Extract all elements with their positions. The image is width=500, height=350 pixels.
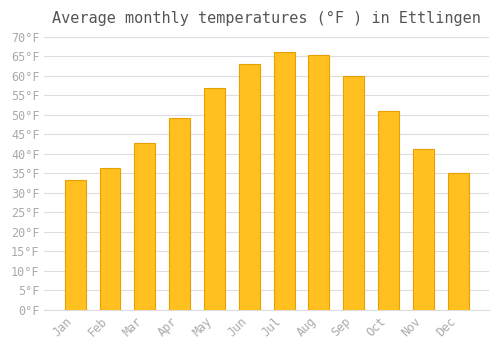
Bar: [448, 173, 468, 310]
Bar: [134, 143, 155, 310]
Bar: [64, 180, 86, 310]
Bar: [378, 111, 399, 310]
Bar: [100, 168, 120, 310]
Bar: [344, 76, 364, 310]
Title: Average monthly temperatures (°F ) in Ettlingen: Average monthly temperatures (°F ) in Et…: [52, 11, 481, 26]
Bar: [308, 55, 330, 310]
Bar: [169, 118, 190, 310]
Bar: [239, 64, 260, 310]
Bar: [204, 88, 225, 310]
Bar: [274, 52, 294, 310]
Bar: [413, 149, 434, 310]
